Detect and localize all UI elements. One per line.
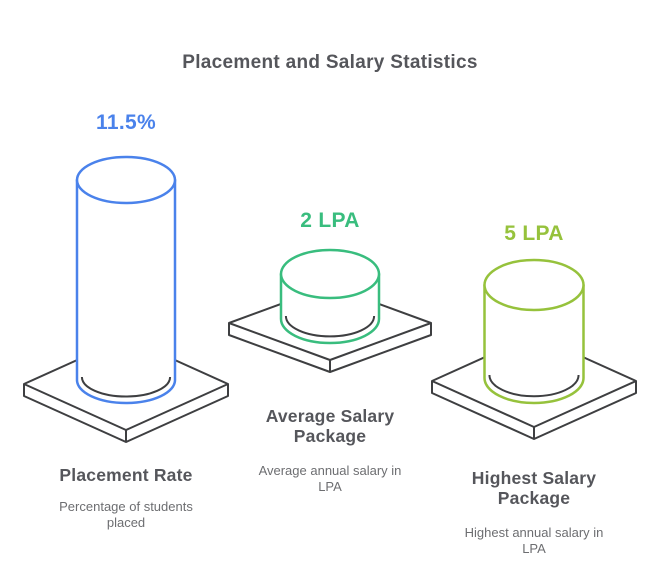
chart-title: Placement and Salary Statistics xyxy=(182,52,478,73)
item-heading-average-salary: Average Salary Package xyxy=(265,406,395,446)
cylinder-bottom-shadow xyxy=(284,315,376,338)
chart-item-placement-rate xyxy=(23,155,229,443)
chart-item-highest-salary xyxy=(431,258,637,440)
value-label-placement-rate: 11.5% xyxy=(96,111,156,134)
cylinder-body-fill xyxy=(77,180,175,403)
cylinder-bottom-shadow xyxy=(488,374,580,398)
cylinder-outline-average-salary xyxy=(279,272,381,345)
cylinder-top-highest-salary xyxy=(483,258,585,312)
item-heading-placement-rate: Placement Rate xyxy=(59,465,193,485)
item-heading-highest-salary: Highest Salary Package xyxy=(471,468,597,508)
cylinder-top-average-salary xyxy=(279,248,381,300)
cylinder-bottom-shadow xyxy=(80,376,172,398)
value-label-highest-salary: 5 LPA xyxy=(504,222,564,245)
item-description-average-salary: Average annual salary in LPA xyxy=(258,463,402,494)
cylinder-outline-placement-rate xyxy=(75,178,177,405)
item-description-placement-rate: Percentage of students placed xyxy=(59,499,193,530)
cylinder-body-fill xyxy=(484,285,584,403)
value-label-average-salary: 2 LPA xyxy=(300,209,360,232)
chart-item-average-salary xyxy=(228,248,432,373)
cylinder-outline-highest-salary xyxy=(483,283,585,405)
cylinder-top-placement-rate xyxy=(75,155,177,205)
item-description-highest-salary: Highest annual salary in LPA xyxy=(464,525,604,556)
